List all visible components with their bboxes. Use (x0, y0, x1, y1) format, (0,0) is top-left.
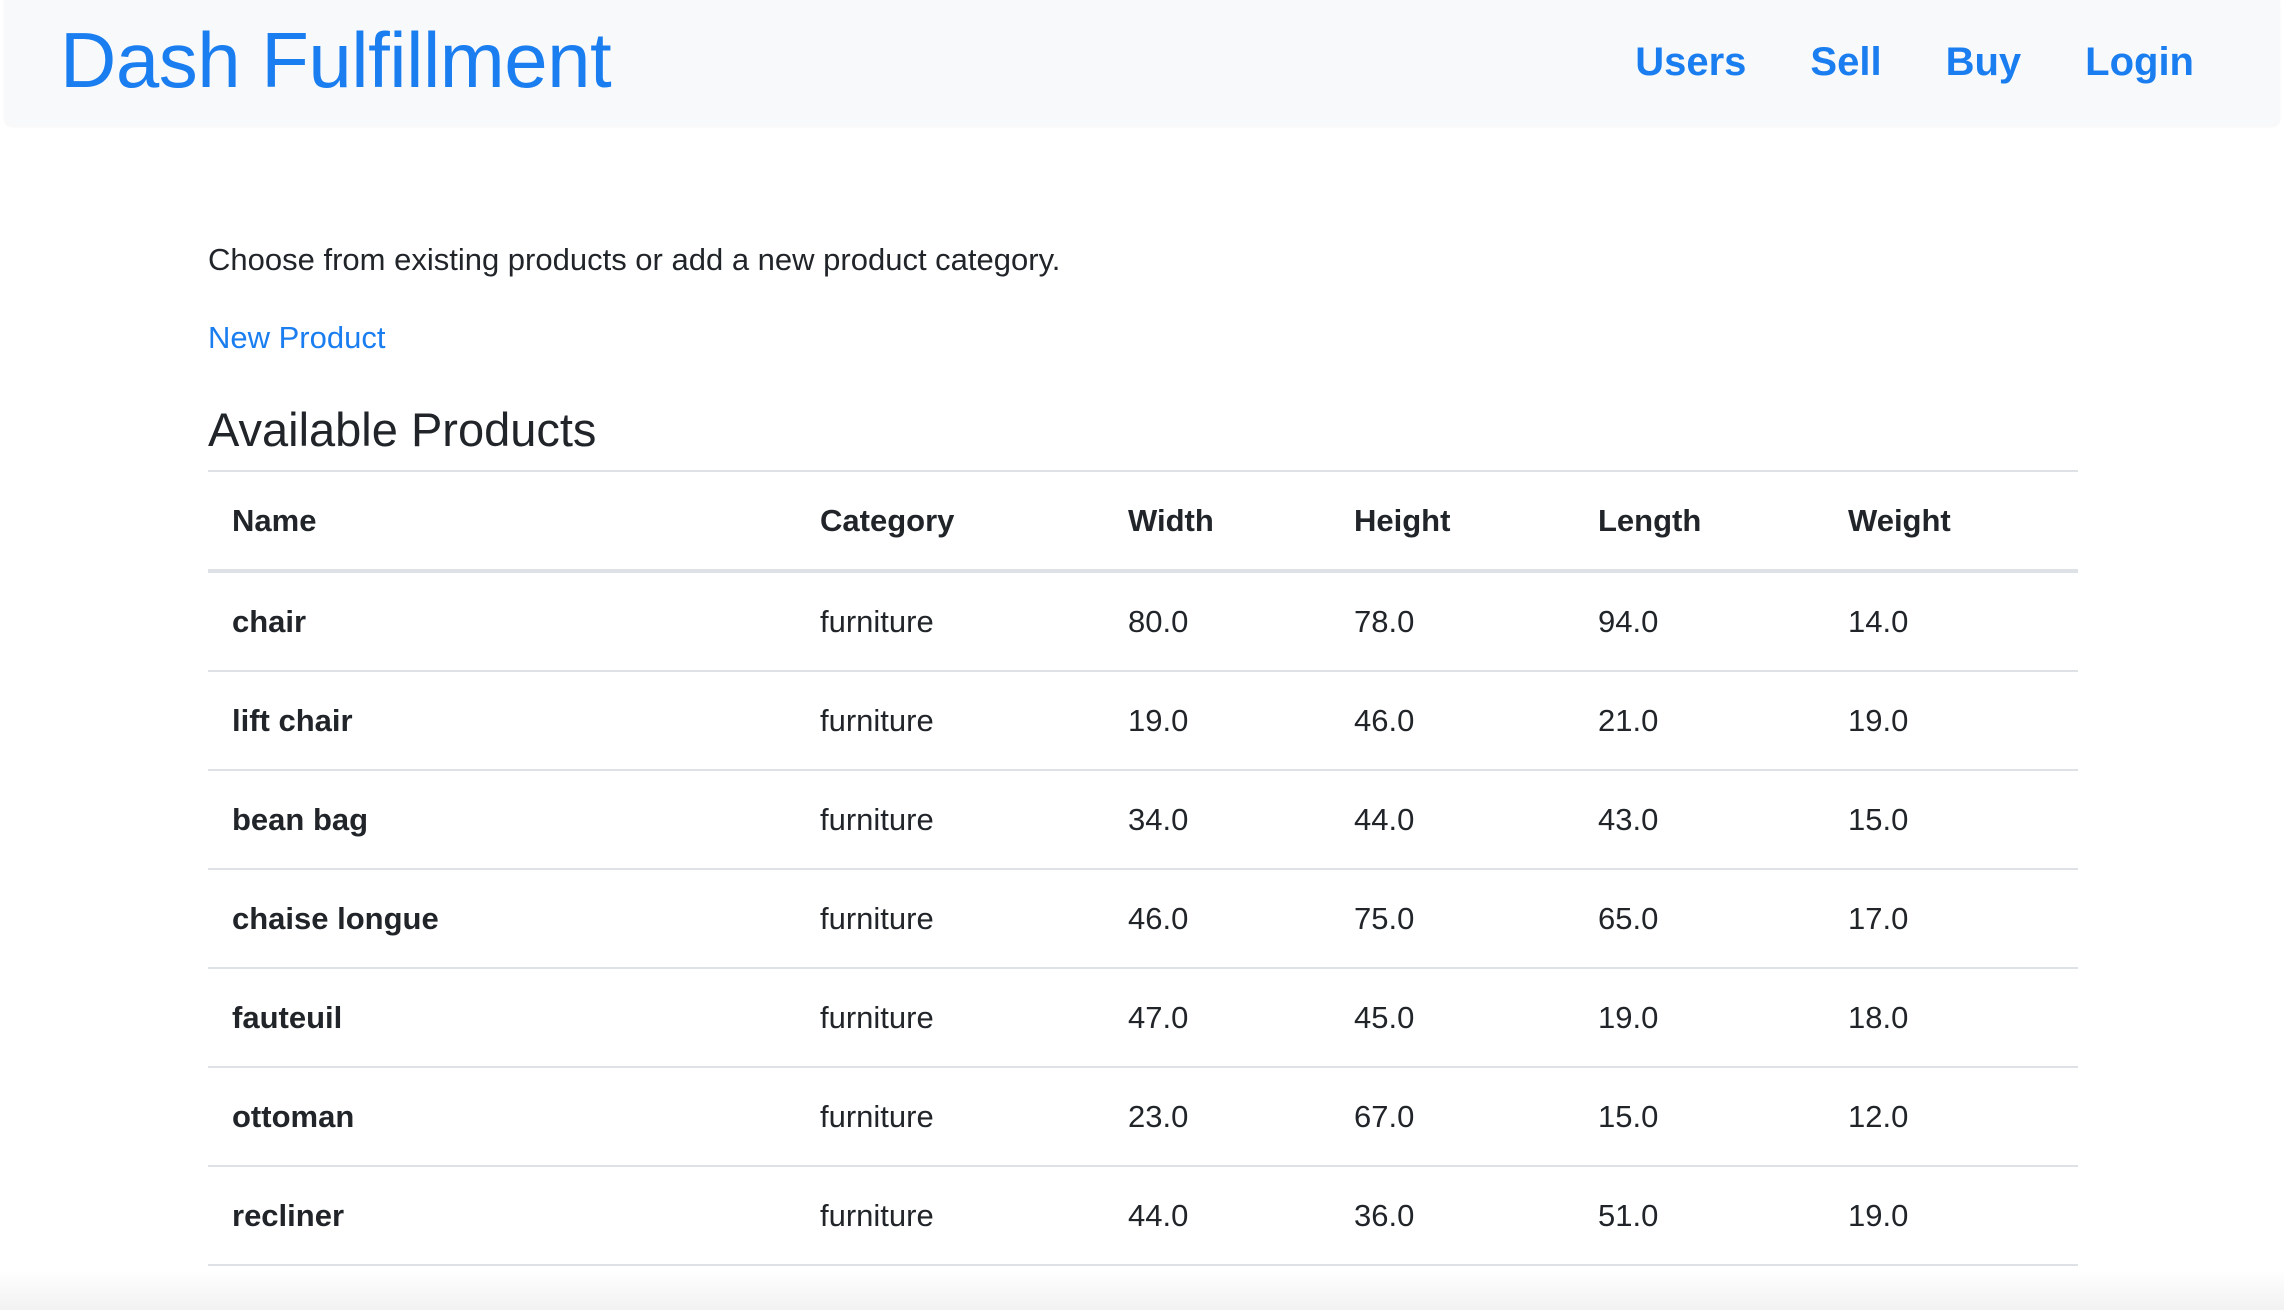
cell-weight: 19.0 (1824, 670, 2078, 770)
cell-width: 47.0 (1104, 967, 1330, 1067)
header-category: Category (796, 470, 1104, 573)
header-name: Name (208, 470, 796, 573)
section-title: Available Products (208, 403, 597, 456)
cell-length: 15.0 (1574, 1066, 1824, 1166)
cell-height: 45.0 (1330, 967, 1574, 1067)
cell-height: 46.0 (1330, 670, 1574, 770)
cell-width: 80.0 (1104, 570, 1330, 671)
intro-text: Choose from existing products or add a n… (208, 242, 1061, 277)
table-row: fauteuil furniture 47.0 45.0 19.0 18.0 (208, 967, 2078, 1067)
table-row: bean bag furniture 34.0 44.0 43.0 15.0 (208, 769, 2078, 869)
brand-link[interactable]: Dash Fulfillment (60, 16, 612, 104)
cell-height: 36.0 (1330, 1165, 1574, 1266)
cell-name: chair (208, 570, 796, 671)
cell-width: 23.0 (1104, 1066, 1330, 1166)
cell-length: 43.0 (1574, 769, 1824, 869)
cell-length: 19.0 (1574, 967, 1824, 1067)
cell-height: 78.0 (1330, 570, 1574, 671)
cell-length: 65.0 (1574, 868, 1824, 968)
cell-category: furniture (796, 769, 1104, 869)
table-header-row: Name Category Width Height Length Weight (208, 470, 2078, 573)
cell-category: furniture (796, 1165, 1104, 1266)
nav-link-users[interactable]: Users (1635, 40, 1747, 84)
cell-category: furniture (796, 570, 1104, 671)
cell-name: bean bag (208, 769, 796, 869)
cell-weight: 12.0 (1824, 1066, 2078, 1166)
products-table: Name Category Width Height Length Weight… (208, 470, 2078, 1266)
main-content: Choose from existing products or add a n… (208, 240, 2078, 1266)
cell-name: chaise longue (208, 868, 796, 968)
cell-weight: 18.0 (1824, 967, 2078, 1067)
header-length: Length (1574, 470, 1824, 573)
table-row: recliner furniture 44.0 36.0 51.0 19.0 (208, 1165, 2078, 1266)
header-width: Width (1104, 470, 1330, 573)
cell-name: recliner (208, 1165, 796, 1266)
cell-width: 34.0 (1104, 769, 1330, 869)
nav-link-sell[interactable]: Sell (1810, 40, 1882, 84)
cell-weight: 14.0 (1824, 570, 2078, 671)
header-weight: Weight (1824, 470, 2078, 573)
cell-width: 44.0 (1104, 1165, 1330, 1266)
navbar: Dash Fulfillment Users Sell Buy Login (4, 0, 2280, 126)
header-height: Height (1330, 470, 1574, 573)
cell-length: 94.0 (1574, 570, 1824, 671)
table-row: lift chair furniture 19.0 46.0 21.0 19.0 (208, 670, 2078, 770)
cell-length: 51.0 (1574, 1165, 1824, 1266)
cell-width: 46.0 (1104, 868, 1330, 968)
cell-width: 19.0 (1104, 670, 1330, 770)
cell-height: 44.0 (1330, 769, 1574, 869)
bottom-fade (0, 1270, 2284, 1310)
nav-link-login[interactable]: Login (2085, 40, 2194, 84)
cell-category: furniture (796, 967, 1104, 1067)
nav-links: Users Sell Buy Login (1635, 34, 2194, 90)
cell-weight: 17.0 (1824, 868, 2078, 968)
cell-category: furniture (796, 868, 1104, 968)
cell-height: 67.0 (1330, 1066, 1574, 1166)
cell-category: furniture (796, 670, 1104, 770)
table-row: ottoman furniture 23.0 67.0 15.0 12.0 (208, 1066, 2078, 1166)
new-product-link[interactable]: New Product (208, 320, 386, 355)
cell-name: ottoman (208, 1066, 796, 1166)
cell-name: fauteuil (208, 967, 796, 1067)
cell-weight: 15.0 (1824, 769, 2078, 869)
nav-link-buy[interactable]: Buy (1945, 40, 2022, 84)
cell-height: 75.0 (1330, 868, 1574, 968)
table-row: chaise longue furniture 46.0 75.0 65.0 1… (208, 868, 2078, 968)
cell-length: 21.0 (1574, 670, 1824, 770)
cell-category: furniture (796, 1066, 1104, 1166)
table-row: chair furniture 80.0 78.0 94.0 14.0 (208, 570, 2078, 671)
cell-weight: 19.0 (1824, 1165, 2078, 1266)
cell-name: lift chair (208, 670, 796, 770)
